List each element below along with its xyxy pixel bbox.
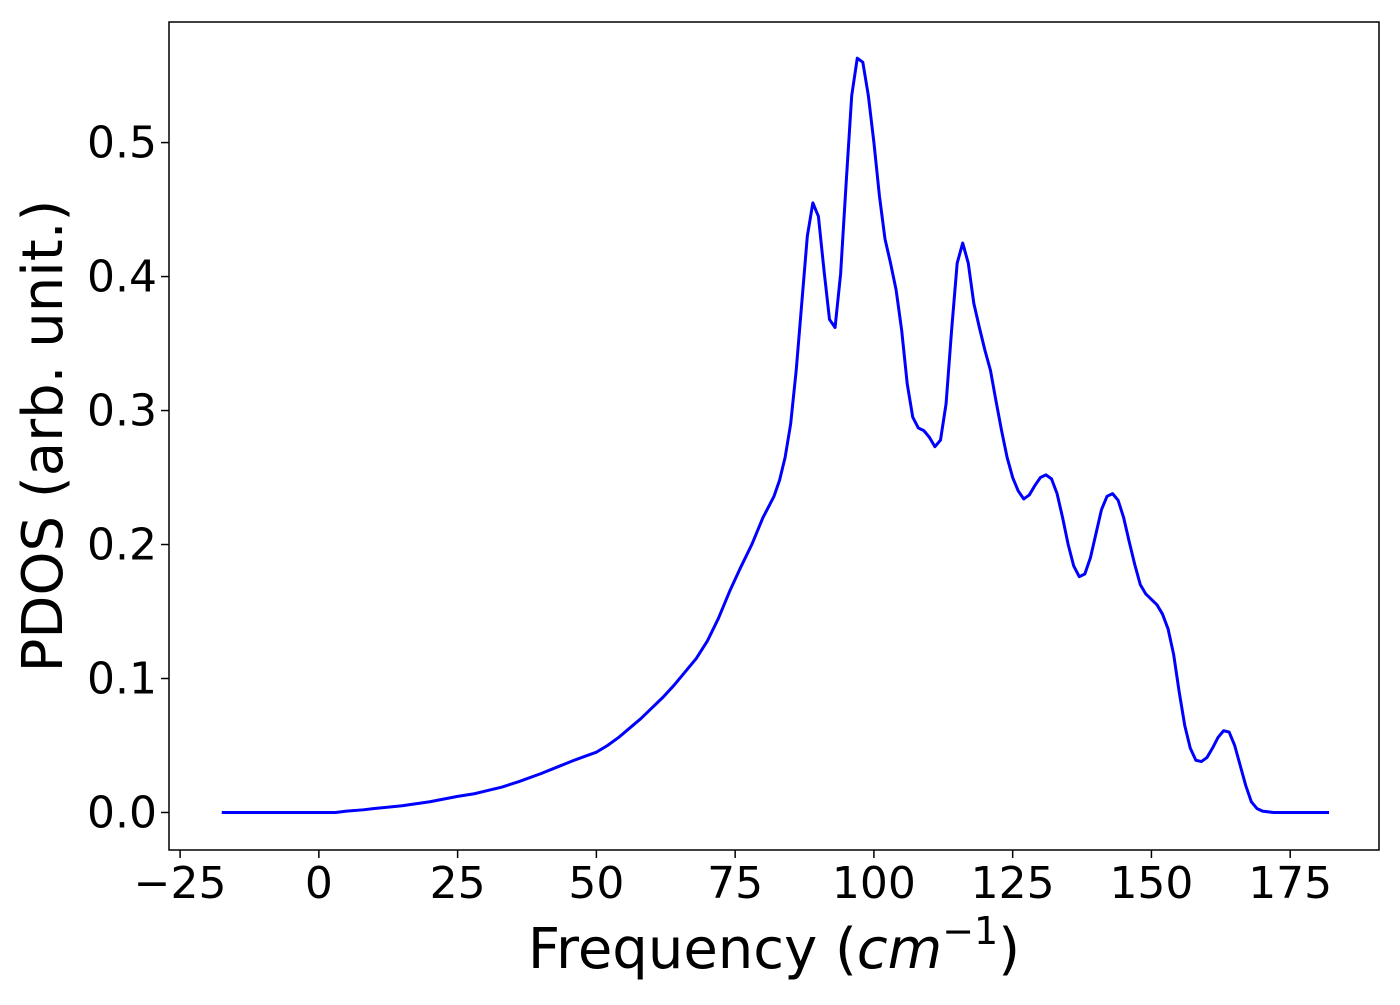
y-tick-label: 0.1 [87, 654, 157, 705]
y-tick-label: 0.4 [87, 252, 157, 303]
x-tick-label: 25 [430, 858, 486, 909]
x-axis-label: Frequency (cm−1) [528, 909, 1020, 982]
x-axis-ticks: −25 0 25 50 75 100 125 150 175 [134, 850, 1332, 909]
y-tick-label: 0.0 [87, 787, 157, 838]
x-tick-label: 125 [971, 858, 1055, 909]
x-tick-label: 150 [1109, 858, 1193, 909]
x-tick-label: −25 [134, 858, 227, 909]
series-line-0 [221, 56, 1330, 814]
y-axis-label: PDOS (arb. unit.) [11, 200, 76, 673]
y-axis-ticks: 0.0 0.1 0.2 0.3 0.4 0.5 [87, 118, 169, 838]
x-tick-label: 175 [1248, 858, 1332, 909]
y-tick-label: 0.5 [87, 118, 157, 169]
x-tick-label: 100 [832, 858, 916, 909]
x-tick-label: 75 [707, 858, 763, 909]
plot-area [221, 56, 1330, 814]
y-tick-label: 0.3 [87, 386, 157, 437]
x-tick-label: 0 [305, 858, 333, 909]
plot-frame [168, 21, 1380, 851]
y-tick-label: 0.2 [87, 520, 157, 571]
x-tick-label: 50 [568, 858, 624, 909]
